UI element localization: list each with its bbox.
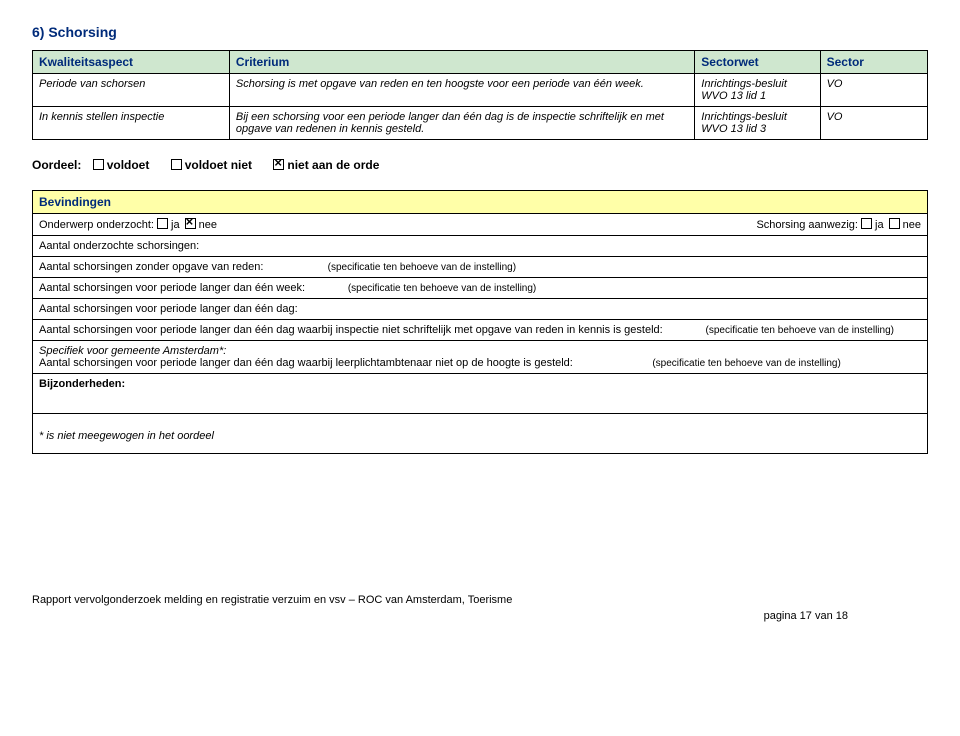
- criteria-table: Kwaliteitsaspect Criterium Sectorwet Sec…: [32, 50, 928, 140]
- bevindingen-table: Bevindingen Onderwerp onderzocht: ja nee…: [32, 190, 928, 454]
- th-criterium: Criterium: [229, 51, 694, 74]
- r5b: (specificatie ten behoeve van de instell…: [706, 325, 894, 336]
- footer: Rapport vervolgonderzoek melding en regi…: [32, 594, 928, 622]
- opt-voldoet: voldoet: [107, 158, 150, 172]
- footnote-row: * is niet meegewogen in het oordeel: [33, 414, 928, 454]
- bev-row: Aantal onderzochte schorsingen:: [33, 236, 928, 257]
- cell-aspect: In kennis stellen inspectie: [33, 107, 230, 140]
- oordeel-label: Oordeel:: [32, 158, 81, 172]
- bev-row: Aantal schorsingen zonder opgave van red…: [33, 257, 928, 278]
- bev-row: Aantal schorsingen voor periode langer d…: [33, 299, 928, 320]
- checkbox-onderwerp-nee[interactable]: [185, 218, 196, 229]
- cell-wet: Inrichtings-besluit WVO 13 lid 1: [695, 74, 820, 107]
- r6-intro: Specifiek voor gemeente Amsterdam*:: [39, 345, 226, 357]
- table-row: Periode van schorsen Schorsing is met op…: [33, 74, 928, 107]
- section-title: 6) Schorsing: [32, 24, 928, 40]
- opt-niet: niet aan de orde: [287, 158, 379, 172]
- r6a: Aantal schorsingen voor periode langer d…: [39, 357, 573, 369]
- onderwerp-row: Onderwerp onderzocht: ja nee Schorsing a…: [33, 214, 928, 236]
- bev-header: Bevindingen: [33, 191, 928, 214]
- footer-left: Rapport vervolgonderzoek melding en regi…: [32, 594, 928, 606]
- table-row: In kennis stellen inspectie Bij een scho…: [33, 107, 928, 140]
- schorsing-aanwezig-label: Schorsing aanwezig:: [756, 219, 858, 231]
- checkbox-niet-aan-orde[interactable]: [273, 159, 284, 170]
- checkbox-aanwezig-ja[interactable]: [861, 218, 872, 229]
- r3a: Aantal schorsingen voor periode langer d…: [39, 282, 305, 294]
- opt-ja: ja: [171, 219, 180, 231]
- opt-nee: nee: [199, 219, 217, 231]
- r2a: Aantal schorsingen zonder opgave van red…: [39, 261, 263, 273]
- opt-ja2: ja: [875, 219, 884, 231]
- cell-criterium: Bij een schorsing voor een periode lange…: [229, 107, 694, 140]
- th-sector: Sector: [820, 51, 927, 74]
- bev-row: Aantal schorsingen voor periode langer d…: [33, 320, 928, 341]
- checkbox-onderwerp-ja[interactable]: [157, 218, 168, 229]
- th-aspect: Kwaliteitsaspect: [33, 51, 230, 74]
- cell-criterium: Schorsing is met opgave van reden en ten…: [229, 74, 694, 107]
- star-note: * is niet meegewogen in het oordeel: [39, 430, 214, 442]
- checkbox-voldoet-niet[interactable]: [171, 159, 182, 170]
- bev-row: Specifiek voor gemeente Amsterdam*: Aant…: [33, 341, 928, 374]
- r5a: Aantal schorsingen voor periode langer d…: [39, 324, 663, 336]
- bijz-label: Bijzonderheden:: [39, 378, 125, 390]
- opt-nee2: nee: [903, 219, 921, 231]
- checkbox-voldoet[interactable]: [93, 159, 104, 170]
- bev-row: Aantal schorsingen voor periode langer d…: [33, 278, 928, 299]
- oordeel-row: Oordeel: voldoet voldoet niet niet aan d…: [32, 158, 928, 172]
- cell-sector: VO: [820, 74, 927, 107]
- r6b: (specificatie ten behoeve van de instell…: [652, 358, 840, 369]
- r2b: (specificatie ten behoeve van de instell…: [328, 262, 516, 273]
- cell-wet: Inrichtings-besluit WVO 13 lid 3: [695, 107, 820, 140]
- footer-page: pagina 17 van 18: [32, 610, 848, 622]
- bijzonderheden-row: Bijzonderheden:: [33, 374, 928, 414]
- opt-voldoetniet: voldoet niet: [185, 158, 252, 172]
- r3b: (specificatie ten behoeve van de instell…: [348, 283, 536, 294]
- th-sectorwet: Sectorwet: [695, 51, 820, 74]
- cell-sector: VO: [820, 107, 927, 140]
- checkbox-aanwezig-nee[interactable]: [889, 218, 900, 229]
- onderwerp-label: Onderwerp onderzocht:: [39, 219, 154, 231]
- cell-aspect: Periode van schorsen: [33, 74, 230, 107]
